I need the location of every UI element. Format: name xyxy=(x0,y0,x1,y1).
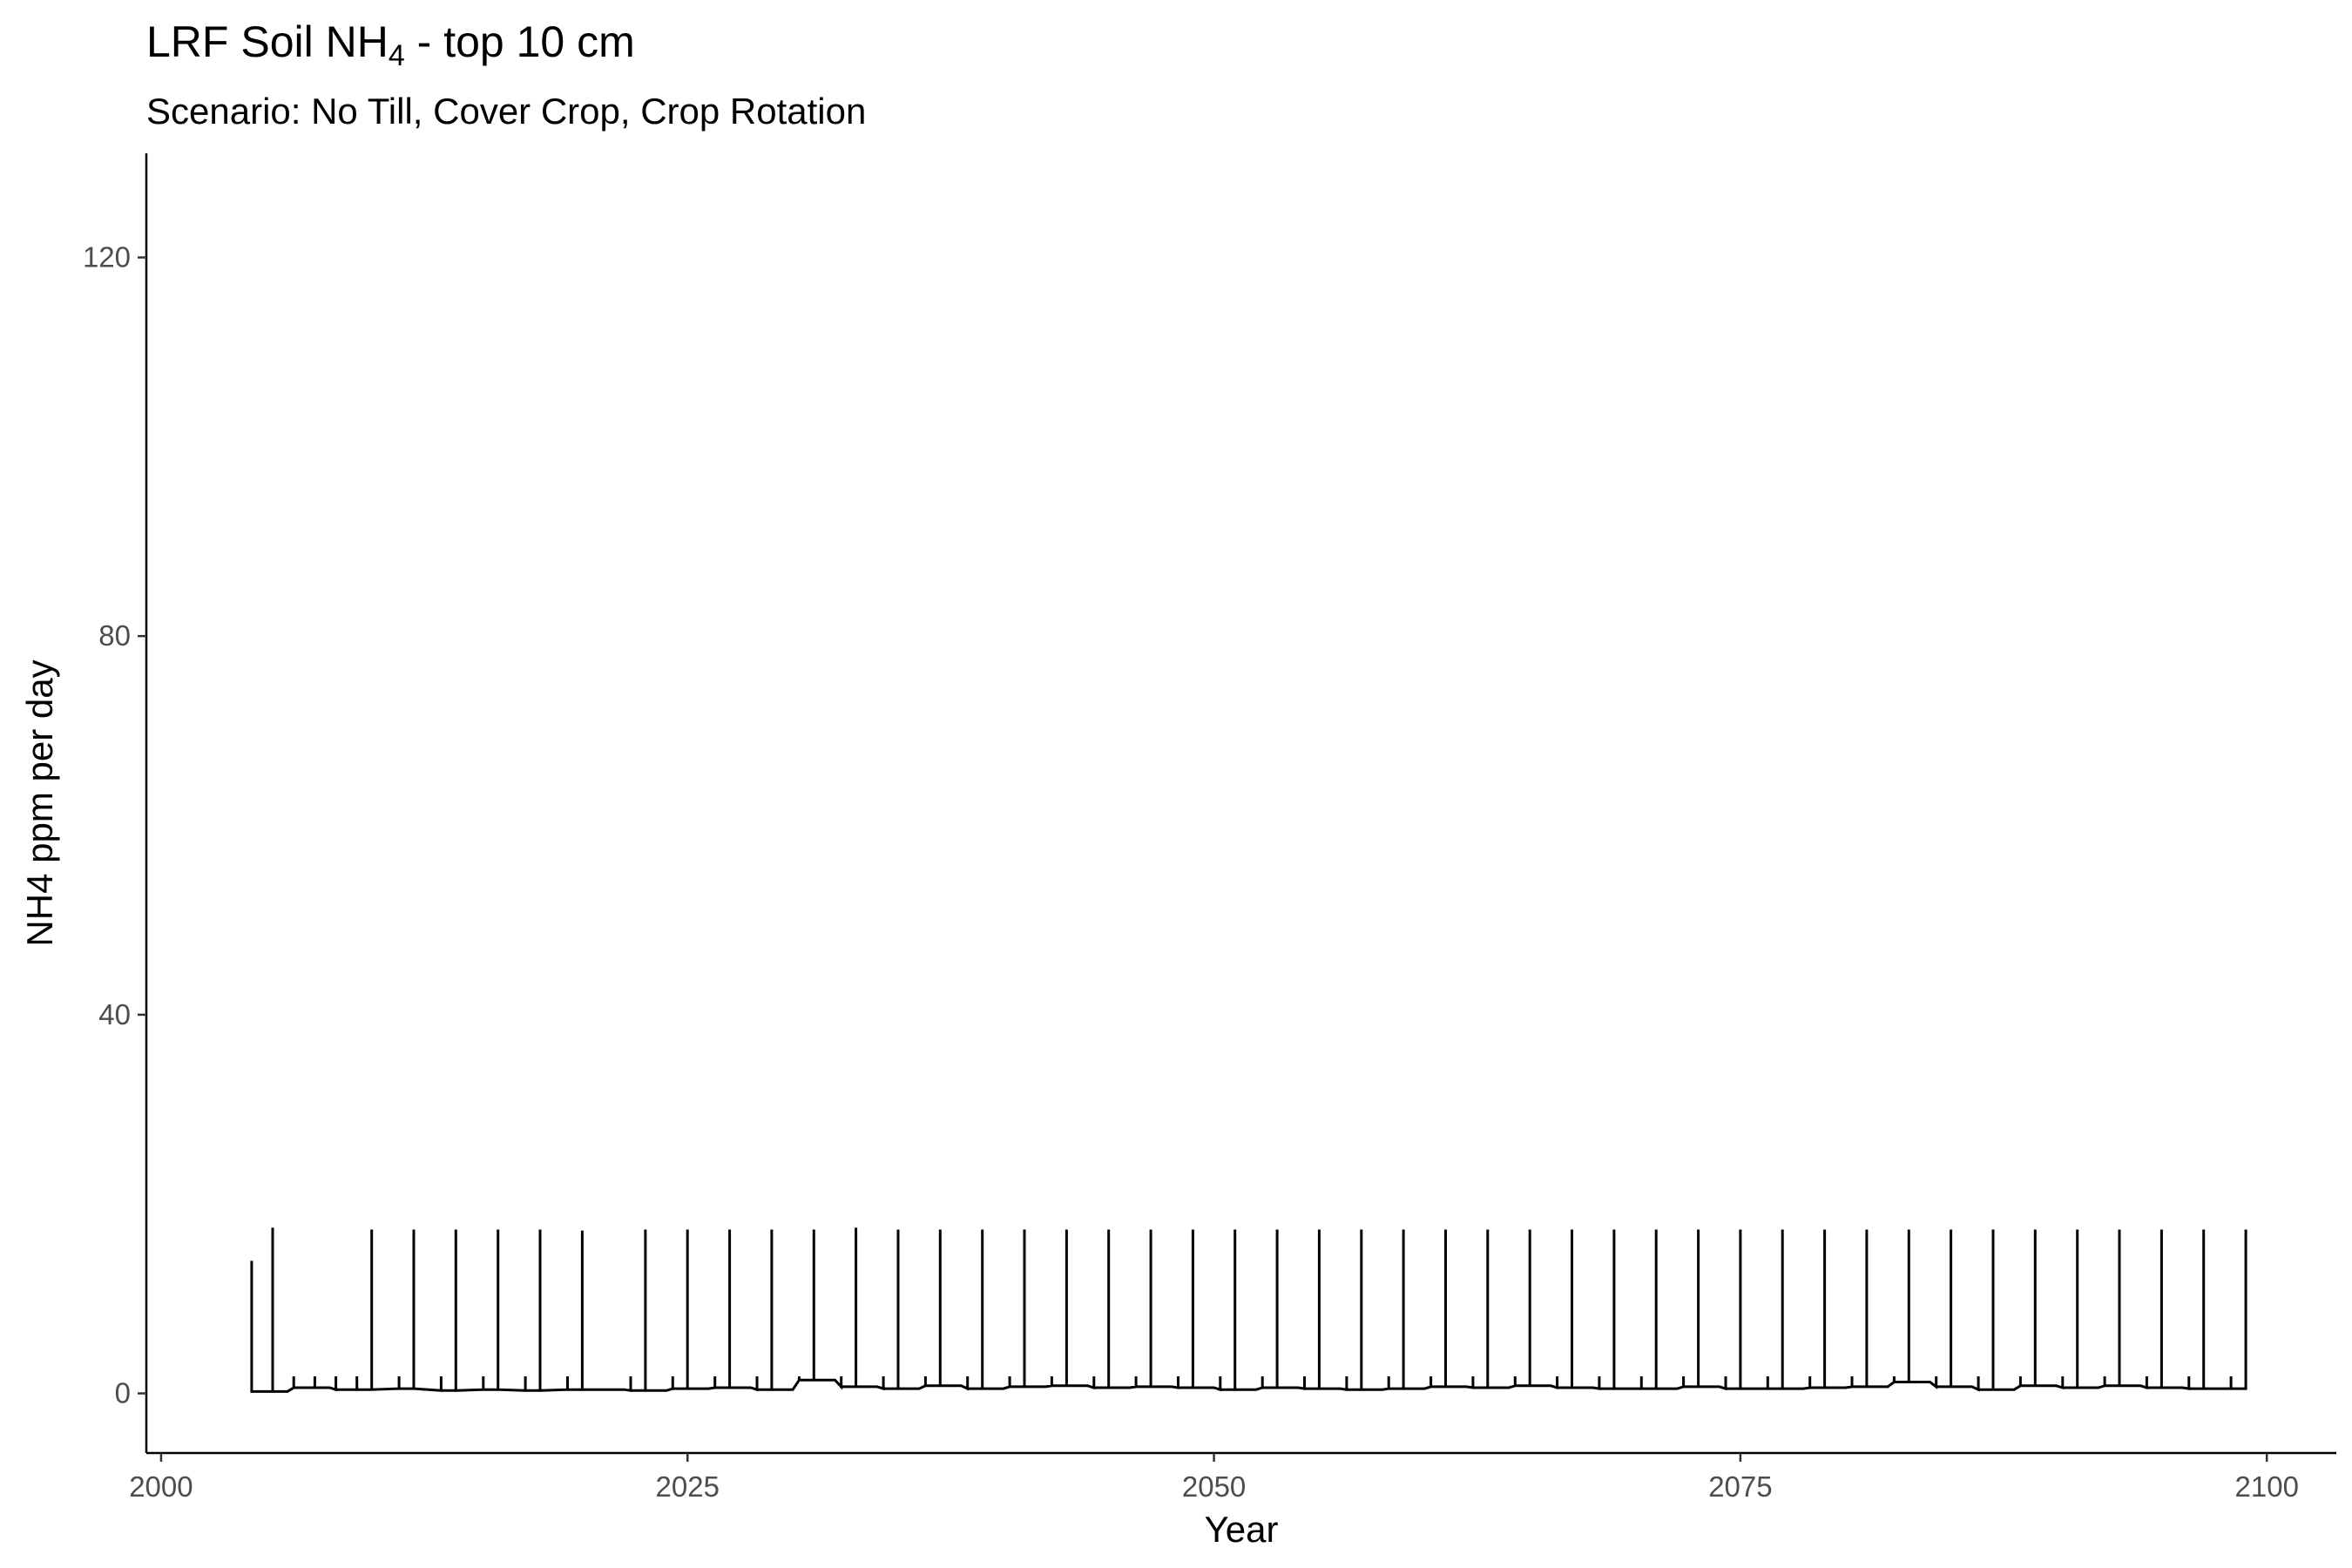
title-subscript: 4 xyxy=(388,39,405,72)
chart-subtitle: Scenario: No Till, Cover Crop, Crop Rota… xyxy=(146,91,867,132)
x-axis-title: Year xyxy=(1205,1509,1279,1550)
y-tick-label: 120 xyxy=(83,241,131,274)
y-ticks: 0 40 80 120 xyxy=(83,241,146,1409)
x-tick-label: 2050 xyxy=(1182,1470,1246,1503)
y-tick-label: 0 xyxy=(115,1377,131,1409)
nh4-series-line xyxy=(250,1227,2247,1393)
y-tick-label: 40 xyxy=(98,998,131,1031)
y-tick-label: 80 xyxy=(98,619,131,652)
x-tick-label: 2100 xyxy=(2235,1470,2299,1503)
x-tick-label: 2075 xyxy=(1708,1470,1772,1503)
x-tick-label: 2025 xyxy=(656,1470,720,1503)
x-ticks: 2000 2025 2050 2075 2100 xyxy=(129,1453,2299,1503)
x-tick-label: 2000 xyxy=(129,1470,193,1503)
chart-title: LRF Soil NH4 - top 10 cm xyxy=(146,17,635,72)
series-layer xyxy=(250,1227,2247,1393)
y-axis-title: NH4 ppm per day xyxy=(19,659,60,946)
